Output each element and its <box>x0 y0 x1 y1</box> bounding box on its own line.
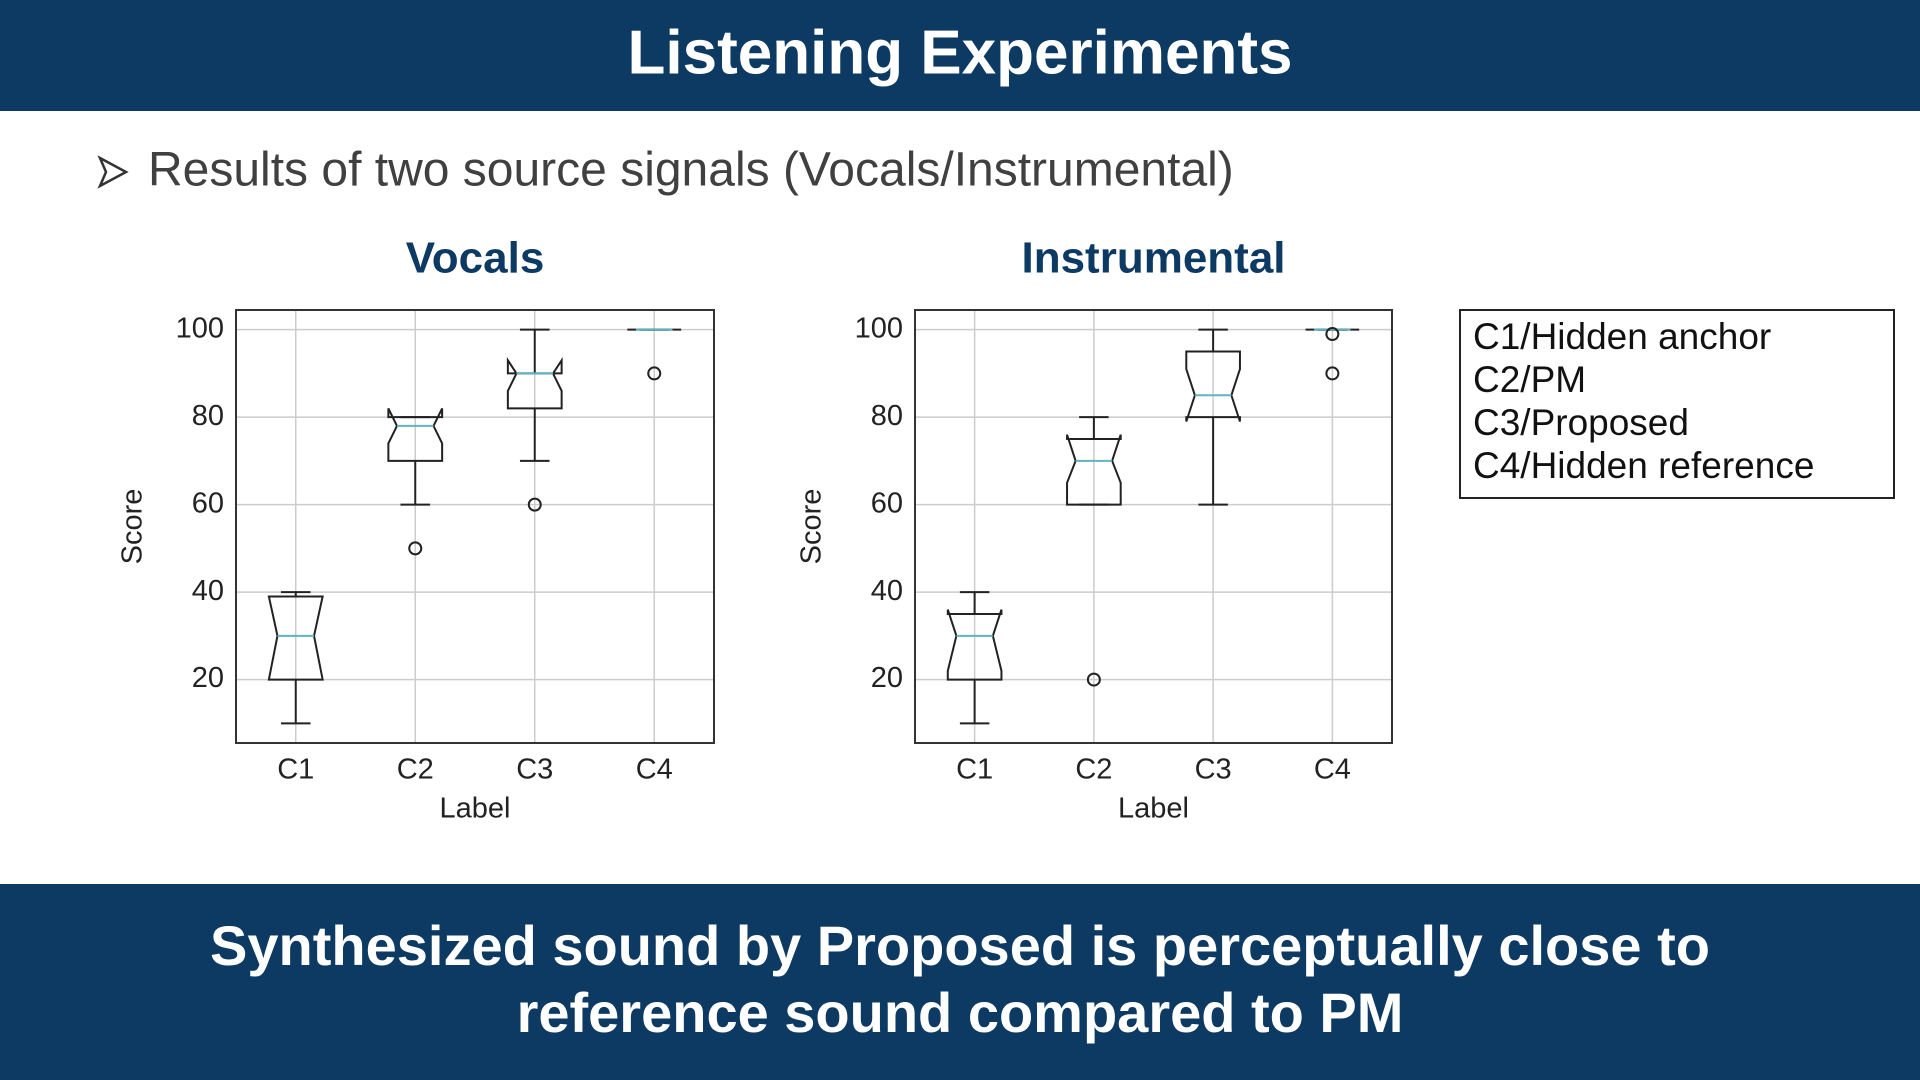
plot-frame <box>235 309 715 744</box>
x-tick-label: C4 <box>636 754 673 786</box>
y-tick-label: 60 <box>871 487 903 519</box>
flier <box>527 497 542 512</box>
x-axis-label: Label <box>1118 793 1189 825</box>
footer-line: reference sound compared to PM <box>517 981 1404 1044</box>
box <box>946 609 1003 681</box>
chart-title: Vocals <box>406 234 545 283</box>
y-tick-label: 80 <box>871 400 903 432</box>
y-tick-label: 20 <box>192 662 224 694</box>
y-tick-label: 100 <box>855 312 903 344</box>
x-tick-label: C3 <box>1195 754 1232 786</box>
flier <box>647 366 662 381</box>
footer-line: Synthesized sound by Proposed is percept… <box>210 914 1710 977</box>
legend-item: C4/Hidden reference <box>1473 445 1814 486</box>
footer-bar <box>0 884 1920 1080</box>
bullet-text: Results of two source signals (Vocals/In… <box>148 144 1234 197</box>
y-tick-label: 40 <box>192 575 224 607</box>
legend-item: C1/Hidden anchor <box>1473 316 1771 357</box>
x-tick-label: C1 <box>277 754 314 786</box>
box <box>1185 350 1241 422</box>
flier <box>408 541 423 556</box>
flier <box>1325 366 1340 381</box>
x-tick-label: C2 <box>397 754 434 786</box>
y-tick-label: 40 <box>871 575 903 607</box>
flier <box>1086 672 1101 687</box>
legend-item: C2/PM <box>1473 359 1586 400</box>
box <box>1066 434 1122 506</box>
flier <box>1325 327 1340 342</box>
legend-item: C3/Proposed <box>1473 402 1689 443</box>
header-bar <box>0 0 1920 111</box>
bullet-icon <box>97 155 129 189</box>
slide-title: Listening Experiments <box>628 18 1293 87</box>
y-tick-label: 80 <box>192 400 224 432</box>
legend-box <box>1459 309 1895 499</box>
chart-title: Instrumental <box>1021 234 1285 283</box>
y-tick-label: 100 <box>176 312 224 344</box>
legend: C1/Hidden anchorC2/PMC3/ProposedC4/Hidde… <box>1473 316 1814 486</box>
x-axis-label: Label <box>440 793 511 825</box>
box <box>506 356 563 410</box>
x-tick-label: C1 <box>956 754 993 786</box>
box <box>387 407 444 462</box>
y-axis-label: Score <box>117 489 149 565</box>
y-tick-label: 60 <box>192 487 224 519</box>
plot-frame <box>914 309 1393 744</box>
x-tick-label: C3 <box>516 754 553 786</box>
y-axis-label: Score <box>796 489 828 565</box>
x-tick-label: C2 <box>1075 754 1112 786</box>
x-tick-label: C4 <box>1314 754 1351 786</box>
y-tick-label: 20 <box>871 662 903 694</box>
